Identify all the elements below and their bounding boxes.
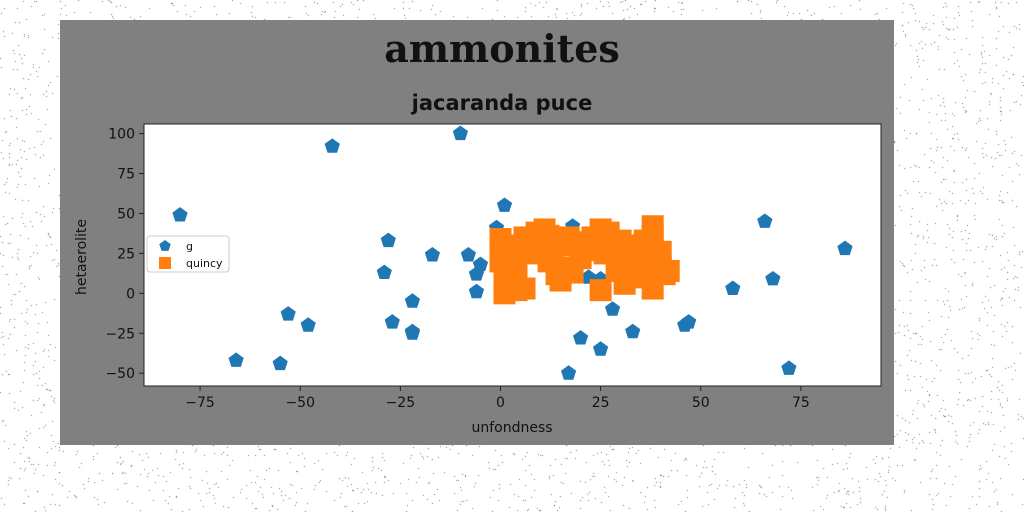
legend-marker-quincy: [159, 257, 171, 269]
x-tick-label: 50: [692, 395, 710, 411]
x-tick-label: −75: [185, 395, 215, 411]
data-point-g: [681, 314, 697, 329]
data-point-g: [452, 125, 468, 141]
data-point-g: [380, 232, 396, 248]
x-tick-label: 25: [592, 395, 610, 411]
chart-title: ammonites: [384, 26, 620, 71]
legend-marker-g: [159, 240, 171, 251]
data-point-g: [460, 247, 476, 262]
data-point-quincy: [589, 279, 612, 302]
data-point-g: [573, 330, 589, 345]
data-point-g: [300, 317, 316, 332]
data-point-quincy: [513, 277, 536, 300]
data-point-g: [472, 256, 489, 272]
data-point-g: [384, 314, 400, 329]
data-point-quincy: [641, 215, 664, 238]
data-point-g: [172, 207, 188, 222]
data-point-g: [272, 355, 288, 371]
data-point-g: [424, 247, 440, 262]
legend-label-g: g: [186, 240, 193, 253]
x-tick-label: −50: [285, 395, 315, 411]
y-tick-label: 50: [117, 206, 135, 222]
x-tick-label: 0: [496, 395, 505, 411]
data-point-g: [781, 360, 797, 375]
data-point-g: [468, 283, 485, 299]
data-point-g: [228, 352, 244, 367]
x-tick-label: 75: [792, 395, 810, 411]
y-tick-label: −50: [105, 366, 135, 382]
data-point-g: [376, 264, 392, 279]
data-point-g: [757, 213, 773, 228]
data-point-g: [837, 240, 853, 256]
x-axis-ticks: −75 −50 −25 0 25 50 75: [185, 386, 810, 411]
data-point-g: [324, 138, 340, 153]
data-point-g: [496, 197, 513, 212]
y-tick-label: −25: [105, 326, 135, 342]
data-point-g: [593, 341, 609, 356]
data-point-g: [561, 365, 577, 380]
legend-marker-shape-g: [159, 240, 171, 251]
scatter-chart: ammonites jacaranda puce −75 −50 −25 0 25 50 7…: [74, 26, 882, 436]
y-tick-label: 100: [108, 127, 135, 143]
legend-marker-shape-quincy: [159, 257, 171, 269]
data-point-quincy: [657, 259, 680, 282]
legend-label-quincy: quincy: [186, 257, 223, 270]
data-point-g: [605, 301, 621, 316]
data-point-g: [404, 293, 420, 308]
figure-panel: ammonites jacaranda puce −75 −50 −25 0 25 50 7…: [60, 20, 894, 445]
data-point-g: [404, 325, 420, 340]
x-axis-label: unfondness: [471, 420, 552, 436]
legend: g quincy: [146, 235, 230, 273]
y-axis-label: hetaerolite: [74, 219, 90, 295]
chart-subtitle: jacaranda puce: [411, 91, 593, 115]
y-tick-label: 25: [117, 246, 135, 262]
x-tick-label: −25: [386, 395, 416, 411]
y-axis-ticks: −50 −25 0 25 50 75 100: [105, 127, 144, 382]
data-point-g: [625, 323, 641, 339]
data-point-g: [725, 280, 741, 295]
data-point-g: [280, 306, 296, 321]
data-points: [172, 125, 853, 380]
y-tick-label: 0: [126, 286, 135, 302]
y-tick-label: 75: [117, 167, 135, 183]
data-point-g: [765, 271, 781, 286]
